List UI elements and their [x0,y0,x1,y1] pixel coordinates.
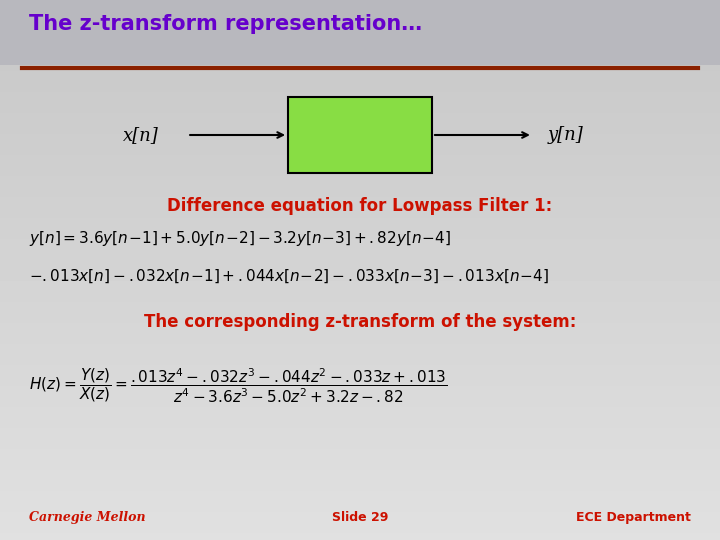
Text: The corresponding z-transform of the system:: The corresponding z-transform of the sys… [144,313,576,331]
Text: $-.013x[n]-.032x[n\!-\!1] + .044x[n\!-\!2]-.033x[n\!-\!3] - .013x[n\!-\!4]$: $-.013x[n]-.032x[n\!-\!1] + .044x[n\!-\!… [29,267,549,285]
Bar [0,0,720,65]
Text: x[n]: x[n] [122,126,158,144]
Text: $y[n] = 3.6y[n\!-\!1] + 5.0y[n\!-\!2] - 3.2y[n\!-\!3] + .82y[n\!-\!4]$: $y[n] = 3.6y[n\!-\!1] + 5.0y[n\!-\!2] - … [29,230,451,248]
Text: The z-transform representation…: The z-transform representation… [29,14,422,35]
Bar [288,97,432,173]
Text: $H(z) = \dfrac{Y(z)}{X(z)} = \dfrac{.013z^4 - .032z^3 - .044z^2 - .033z + .013}{: $H(z) = \dfrac{Y(z)}{X(z)} = \dfrac{.013… [29,367,447,406]
Text: Carnegie Mellon: Carnegie Mellon [29,511,145,524]
Text: y[n]: y[n] [547,126,583,144]
Text: Slide 29: Slide 29 [332,511,388,524]
Text: ECE Department: ECE Department [576,511,691,524]
Text: Difference equation for Lowpass Filter 1:: Difference equation for Lowpass Filter 1… [167,197,553,215]
